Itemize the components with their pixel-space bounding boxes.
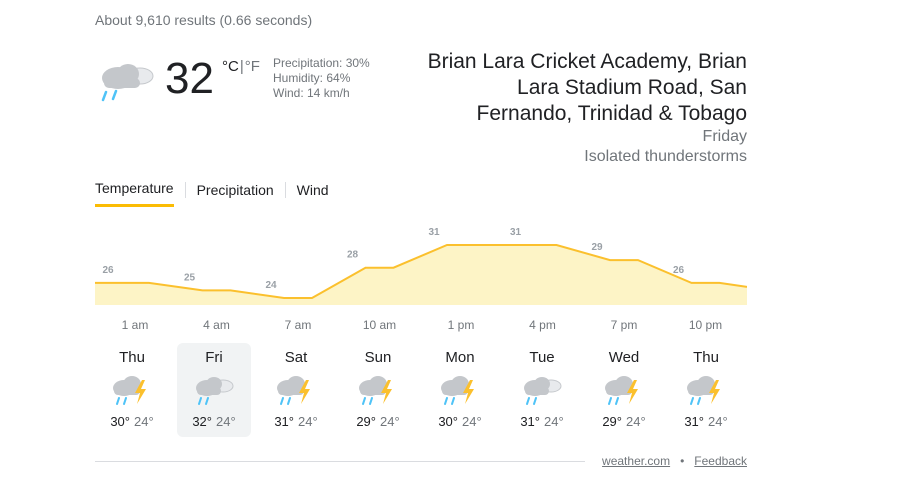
temperature-line (95, 244, 747, 299)
low-temp: 24° (134, 414, 154, 429)
daily-forecast: Thu 30° 24° Fri 32° 24° Sat 31° 24° Sun 29°… (95, 343, 751, 437)
weather-source-link[interactable]: weather.com (602, 454, 671, 468)
day-temps: 29° 24° (587, 414, 661, 429)
thunderstorm-icon (686, 375, 721, 405)
day-temps: 30° 24° (423, 414, 497, 429)
chart-tabs: Temperature Precipitation Wind (95, 178, 329, 207)
forecast-day[interactable]: Mon 30° 24° (423, 343, 497, 437)
tab-wind[interactable]: Wind (296, 181, 329, 198)
unit-toggle: °C|°F (222, 58, 260, 75)
high-temp: 29° (602, 414, 622, 429)
rain-cloud-icon (101, 64, 154, 102)
time-axis-label: 10 am (363, 318, 396, 332)
day-name: Sat (284, 349, 308, 366)
day-temps: 31° 24° (259, 414, 333, 429)
tab-divider (284, 181, 286, 198)
day-temps: 31° 24° (669, 414, 743, 429)
temperature-data-label: 31 (510, 227, 522, 238)
high-temp: 29° (356, 414, 376, 429)
thunderstorm-icon (440, 375, 475, 405)
low-temp: 24° (544, 414, 564, 429)
forecast-day[interactable]: Sun 29° 24° (341, 343, 415, 437)
temperature-data-label: 31 (428, 227, 440, 238)
forecast-day[interactable]: Thu 31° 24° (669, 343, 743, 437)
unit-separator: | (239, 58, 244, 75)
temperature-data-label: 28 (347, 250, 359, 261)
temperature-data-label: 26 (673, 265, 685, 276)
temperature-area (95, 245, 747, 305)
precipitation-text: Precipitation: 30% (273, 56, 370, 70)
temperature-data-label: 26 (102, 265, 114, 276)
low-temp: 24° (462, 414, 482, 429)
low-temp: 24° (626, 414, 646, 429)
tab-divider (184, 181, 186, 198)
forecast-day[interactable]: Sat 31° 24° (259, 343, 333, 437)
weather-condition: Isolated thunderstorms (584, 148, 747, 165)
high-temp: 31° (274, 414, 294, 429)
results-stats: About 9,610 results (0.66 seconds) (95, 12, 313, 28)
footer: weather.com • Feedback (602, 454, 747, 468)
time-axis-label: 10 pm (689, 318, 722, 332)
day-name: Mon (445, 349, 475, 366)
day-temps: 32° 24° (177, 414, 251, 429)
low-temp: 24° (380, 414, 400, 429)
location-block: Brian Lara Cricket Academy, Brian Lara S… (427, 49, 747, 167)
day-temps: 29° 24° (341, 414, 415, 429)
tab-temperature[interactable]: Temperature (95, 178, 174, 207)
day-name: Wed (608, 349, 640, 366)
time-axis-label: 7 am (285, 318, 312, 332)
temperature-data-label: 24 (265, 280, 277, 291)
high-temp: 30° (110, 414, 130, 429)
forecast-day[interactable]: Thu 30° 24° (95, 343, 169, 437)
humidity-text: Humidity: 64% (273, 71, 351, 85)
thunderstorm-icon (604, 375, 639, 405)
day-name: Tue (529, 349, 555, 366)
day-temps: 31° 24° (505, 414, 579, 429)
thunderstorm-icon (112, 375, 147, 405)
low-temp: 24° (708, 414, 728, 429)
feedback-link[interactable]: Feedback (694, 454, 747, 468)
time-axis-label: 4 am (203, 318, 230, 332)
rain-cloud-icon (195, 376, 234, 405)
high-temp: 31° (684, 414, 704, 429)
forecast-day[interactable]: Wed 29° 24° (587, 343, 661, 437)
wind-text: Wind: 14 km/h (273, 86, 350, 100)
current-temperature: 32 (165, 54, 214, 103)
day-temps: 30° 24° (95, 414, 169, 429)
day-name: Fri (205, 349, 223, 366)
high-temp: 32° (192, 414, 212, 429)
thunderstorm-icon (358, 375, 393, 405)
temperature-data-label: 25 (184, 272, 196, 283)
high-temp: 31° (520, 414, 540, 429)
time-axis-label: 7 pm (611, 318, 638, 332)
day-name: Sun (364, 349, 392, 366)
thunderstorm-icon (276, 375, 311, 405)
forecast-day[interactable]: Fri 32° 24° (177, 343, 251, 437)
tab-precipitation[interactable]: Precipitation (196, 181, 274, 198)
time-axis-label: 1 am (122, 318, 149, 332)
forecast-day[interactable]: Tue 31° 24° (505, 343, 579, 437)
celsius-button[interactable]: °C (222, 58, 239, 75)
temperature-chart: 26 25 24 28 31 31 29 26 1 am 4 am 7 am 10 am 1 pm 4 p… (95, 227, 747, 332)
location-title: Brian Lara Cricket Academy, Brian Lara S… (427, 50, 747, 125)
rain-cloud-icon (523, 376, 562, 405)
day-name: Thu (693, 349, 719, 366)
footer-dot: • (680, 454, 685, 468)
low-temp: 24° (216, 414, 236, 429)
footer-divider (95, 461, 585, 462)
high-temp: 30° (438, 414, 458, 429)
fahrenheit-button[interactable]: °F (244, 58, 260, 75)
day-name: Thu (119, 349, 145, 366)
temperature-data-label: 29 (591, 242, 603, 253)
weather-details: Precipitation: 30% Humidity: 64% Wind: 1… (273, 56, 370, 101)
low-temp: 24° (298, 414, 318, 429)
location-day: Friday (702, 128, 747, 145)
time-axis-label: 1 pm (448, 318, 475, 332)
time-axis-label: 4 pm (529, 318, 556, 332)
